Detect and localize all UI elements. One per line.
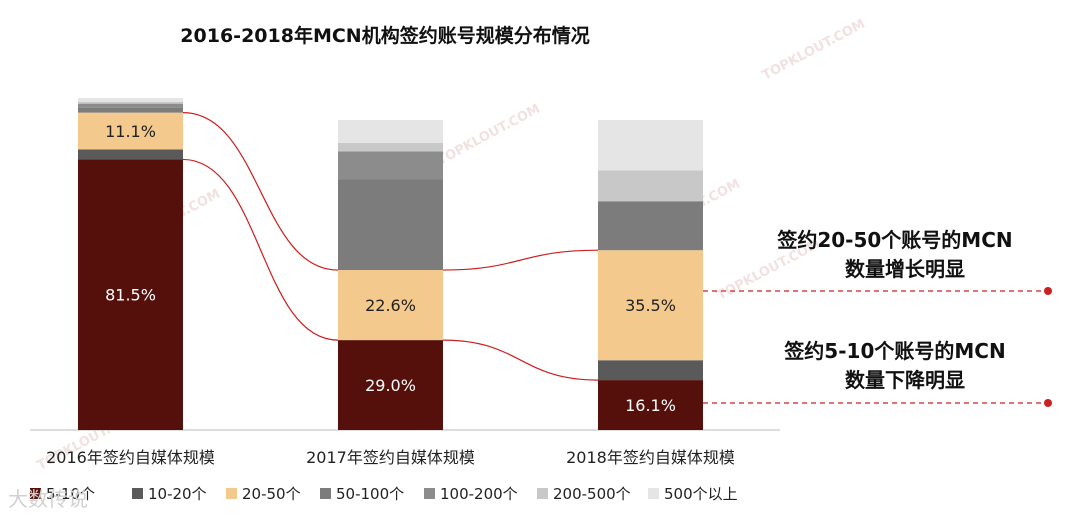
legend-item: 20-50个	[226, 485, 301, 503]
legend-label: 20-50个	[242, 485, 301, 503]
bar-segment	[78, 107, 183, 113]
legend: 5-10个 10-20个 20-50个 50-100个 100-200个 200-500个…	[30, 485, 738, 503]
data-label: 16.1%	[625, 396, 676, 415]
bar-segment	[78, 98, 183, 102]
bar-segment	[338, 179, 443, 271]
category-label: 2018年签约自媒体规模	[566, 448, 735, 467]
corner-logo: 大数传说	[8, 487, 88, 511]
bar-segment	[78, 103, 183, 108]
bar-segment	[598, 120, 703, 171]
data-label: 35.5%	[625, 296, 676, 315]
connector-line	[182, 158, 599, 381]
category-label: 2017年签约自媒体规模	[306, 448, 475, 467]
legend-item: 200-500个	[537, 485, 631, 503]
connector-line	[182, 112, 599, 271]
bar-segment	[78, 149, 183, 160]
legend-swatch	[132, 488, 143, 499]
annotation-subtitle: 数量下降明显	[845, 368, 965, 392]
bar-segment	[598, 380, 703, 430]
legend-label: 5-10个	[46, 485, 95, 503]
chart-title: 2016-2018年MCN机构签约账号规模分布情况	[180, 24, 589, 47]
bar-segment	[78, 159, 183, 431]
bar-segment	[78, 101, 183, 104]
annotation-dot	[1044, 399, 1052, 407]
watermark-text: TOPKLOUT.COM	[760, 17, 868, 84]
legend-label: 50-100个	[336, 485, 404, 503]
annotation-dot	[1044, 287, 1052, 295]
data-label: 11.1%	[105, 122, 156, 141]
annotation-subtitle: 数量增长明显	[845, 257, 965, 281]
legend-swatch	[226, 488, 237, 499]
legend-swatch	[320, 488, 331, 499]
bar-segment	[598, 170, 703, 202]
legend-swatch	[424, 488, 435, 499]
data-label: 81.5%	[105, 286, 156, 305]
annotation-title: 签约20-50个账号的MCN	[776, 228, 1012, 252]
annotation-title: 签约5-10个账号的MCN	[783, 339, 1005, 363]
category-labels: 2016年签约自媒体规模 2017年签约自媒体规模 2018年签约自媒体规模	[46, 448, 735, 467]
legend-item: 50-100个	[320, 485, 404, 503]
legend-label: 100-200个	[440, 485, 518, 503]
watermark-text: TOPKLOUT.COM	[435, 102, 543, 169]
legend-swatch	[648, 488, 659, 499]
data-label: 29.0%	[365, 376, 416, 395]
bars-layer	[78, 98, 703, 431]
bar-segment	[598, 250, 703, 361]
bar-segment	[338, 270, 443, 341]
connector-lines	[182, 112, 599, 381]
bar-segment	[78, 112, 183, 150]
segment-labels: 81.5% 11.1% 29.0% 22.6% 16.1% 35.5%	[105, 122, 676, 415]
legend-label: 10-20个	[148, 485, 207, 503]
legend-swatch	[30, 488, 41, 499]
bar-segment	[338, 120, 443, 143]
data-label: 22.6%	[365, 296, 416, 315]
bar-segment	[338, 151, 443, 180]
bar-segment	[338, 340, 443, 430]
bar-segment	[338, 142, 443, 152]
legend-item: 500个以上	[648, 485, 738, 503]
legend-item: 5-10个	[30, 485, 95, 503]
legend-label: 500个以上	[664, 485, 738, 503]
legend-item: 100-200个	[424, 485, 518, 503]
legend-swatch	[537, 488, 548, 499]
category-label: 2016年签约自媒体规模	[46, 448, 215, 467]
bar-segment	[598, 201, 703, 251]
legend-item: 10-20个	[132, 485, 207, 503]
bar-segment	[598, 360, 703, 381]
legend-label: 200-500个	[553, 485, 631, 503]
